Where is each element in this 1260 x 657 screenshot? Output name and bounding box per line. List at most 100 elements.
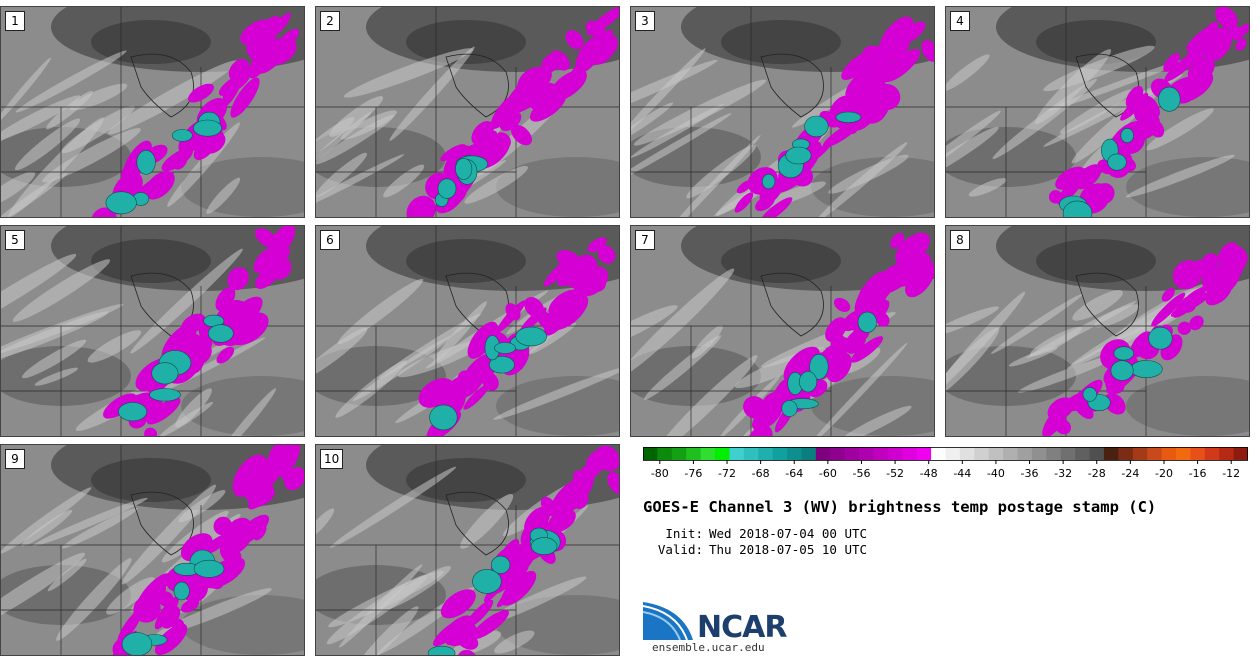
- colorbar-swatch: [758, 447, 774, 460]
- colorbar-swatch: [801, 447, 817, 460]
- water-vapor-map: [946, 7, 1249, 217]
- map-panel: 8: [945, 225, 1250, 437]
- map-panel: 2: [315, 6, 620, 218]
- colorbar-swatch: [1060, 447, 1076, 460]
- map-panel: 4: [945, 6, 1250, 218]
- colorbar-swatch: [945, 447, 961, 460]
- init-value: Wed 2018-07-04 00 UTC: [709, 526, 868, 541]
- valid-value: Thu 2018-07-05 10 UTC: [709, 542, 868, 557]
- colorbar-swatch: [686, 447, 702, 460]
- panel-number: 1: [5, 11, 25, 31]
- colorbar-swatch: [902, 447, 918, 460]
- colorbar-tick-label: -12: [1222, 467, 1240, 480]
- init-label: Init:: [665, 526, 703, 541]
- colorbar-swatch: [643, 447, 658, 460]
- colorbar-tick-label: -28: [1088, 467, 1106, 480]
- panel-number: 6: [320, 230, 340, 250]
- colorbar-swatch: [988, 447, 1004, 460]
- water-vapor-map: [316, 226, 619, 436]
- colorbar-tick-label: -24: [1121, 467, 1139, 480]
- map-panel: 9: [0, 444, 305, 656]
- logo-url: ensemble.ucar.edu: [652, 641, 765, 654]
- colorbar-tick-label: -64: [785, 467, 803, 480]
- logo-name: NCAR: [697, 610, 787, 645]
- map-panel: 3: [630, 6, 935, 218]
- colorbar-swatch: [1147, 447, 1163, 460]
- figure-title: GOES-E Channel 3 (WV) brightness temp po…: [643, 498, 1157, 516]
- panel-number: 2: [320, 11, 340, 31]
- panel-number: 5: [5, 230, 25, 250]
- colorbar-tick-label: -32: [1054, 467, 1072, 480]
- colorbar-tick-label: -36: [1021, 467, 1039, 480]
- water-vapor-map: [1, 226, 304, 436]
- colorbar-swatch: [1089, 447, 1105, 460]
- colorbar-swatch: [1204, 447, 1220, 460]
- colorbar-swatch: [974, 447, 990, 460]
- colorbar-tick-label: -40: [987, 467, 1005, 480]
- colorbar-swatch: [787, 447, 802, 460]
- colorbar-swatch: [916, 447, 932, 460]
- panel-number: 9: [5, 449, 25, 469]
- colorbar-tick-label: -80: [651, 467, 669, 480]
- colorbar-tick-label: -20: [1155, 467, 1173, 480]
- water-vapor-map: [631, 226, 934, 436]
- colorbar-tick-label: -76: [684, 467, 702, 480]
- colorbar-swatch: [1175, 447, 1191, 460]
- colorbar-swatch: [671, 447, 687, 460]
- map-panel: 10: [315, 444, 620, 656]
- panel-number: 7: [635, 230, 655, 250]
- colorbar-swatch: [1017, 447, 1033, 460]
- colorbar-swatch: [1190, 447, 1206, 460]
- colorbar-swatch: [657, 447, 673, 460]
- colorbar-swatch: [729, 447, 745, 460]
- colorbar-tick-label: -48: [920, 467, 938, 480]
- water-vapor-map: [946, 226, 1249, 436]
- valid-label: Valid:: [657, 542, 703, 557]
- colorbar-swatch: [700, 447, 716, 460]
- panel-number: 8: [950, 230, 970, 250]
- water-vapor-map: [631, 7, 934, 217]
- colorbar-tick-label: -60: [819, 467, 837, 480]
- init-time: Init: Wed 2018-07-04 00 UTC: [643, 526, 867, 541]
- panel-number: 10: [320, 449, 344, 469]
- map-panel: 1: [0, 6, 305, 218]
- colorbar: -80 -76 -72 -68 -64 -60 -56 -52 -48 -44 -40 -36 -32 -…: [643, 447, 1248, 480]
- colorbar-swatch: [772, 447, 788, 460]
- colorbar-swatch: [1132, 447, 1148, 460]
- colorbar-swatch: [873, 447, 889, 460]
- colorbar-swatch: [743, 447, 759, 460]
- colorbar-tick-label: -68: [752, 467, 770, 480]
- colorbar-swatch: [1075, 447, 1091, 460]
- panel-number: 3: [635, 11, 655, 31]
- colorbar-swatch: [1161, 447, 1177, 460]
- map-panel: 5: [0, 225, 305, 437]
- map-panel: 7: [630, 225, 935, 437]
- water-vapor-map: [316, 7, 619, 217]
- colorbar-swatch: [830, 447, 846, 460]
- colorbar-swatch: [931, 447, 946, 460]
- water-vapor-map: [1, 445, 304, 655]
- colorbar-tick-label: -56: [852, 467, 870, 480]
- colorbar-swatch: [1233, 447, 1248, 460]
- colorbar-swatch: [1046, 447, 1062, 460]
- colorbar-tick-label: -16: [1189, 467, 1207, 480]
- colorbar-swatch: [844, 447, 860, 460]
- colorbar-swatch: [1118, 447, 1134, 460]
- valid-time: Valid: Thu 2018-07-05 10 UTC: [643, 542, 867, 557]
- panel-number: 4: [950, 11, 970, 31]
- water-vapor-map: [1, 7, 304, 217]
- colorbar-tick-label: -72: [718, 467, 736, 480]
- colorbar-tick-label: -44: [953, 467, 971, 480]
- colorbar-swatch: [887, 447, 903, 460]
- colorbar-swatch: [859, 447, 874, 460]
- colorbar-swatch: [1219, 447, 1235, 460]
- colorbar-tick-label: -52: [886, 467, 904, 480]
- map-panel: 6: [315, 225, 620, 437]
- colorbar-swatch: [1103, 447, 1119, 460]
- colorbar-outline: [643, 447, 1248, 461]
- colorbar-swatch: [1003, 447, 1019, 460]
- ncar-logo-icon: [643, 602, 693, 641]
- colorbar-swatch: [959, 447, 975, 460]
- colorbar-swatch: [815, 447, 831, 460]
- colorbar-swatch: [1031, 447, 1047, 460]
